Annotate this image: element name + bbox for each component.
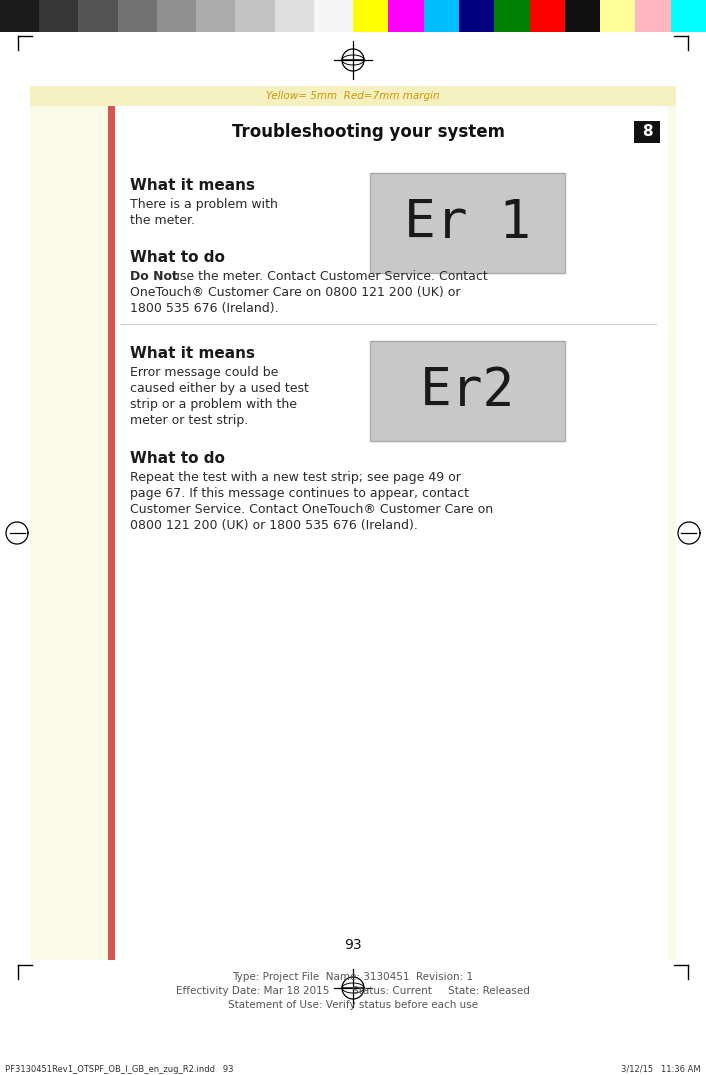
Text: PF3130451Rev1_OTSPF_OB_I_GB_en_zug_R2.indd   93: PF3130451Rev1_OTSPF_OB_I_GB_en_zug_R2.in… (5, 1065, 234, 1074)
Text: strip or a problem with the: strip or a problem with the (130, 398, 297, 411)
Bar (78, 0, 118, 32)
Bar (388, 0, 424, 32)
Text: Er 1: Er 1 (404, 197, 531, 249)
Bar (0, 0, 40, 32)
Text: Troubleshooting your system: Troubleshooting your system (232, 123, 505, 141)
Text: 93: 93 (345, 938, 361, 952)
Text: There is a problem with: There is a problem with (130, 198, 278, 211)
Text: use the meter. Contact Customer Service. Contact: use the meter. Contact Customer Service.… (168, 270, 488, 283)
Text: What it means: What it means (130, 346, 255, 361)
Bar (235, 0, 275, 32)
Text: caused either by a used test: caused either by a used test (130, 382, 309, 395)
Bar (530, 0, 565, 32)
Text: Do Not: Do Not (130, 270, 178, 283)
Bar (600, 0, 635, 32)
Text: 1800 535 676 (Ireland).: 1800 535 676 (Ireland). (130, 302, 279, 315)
Text: Customer Service. Contact OneTouch® Customer Care on: Customer Service. Contact OneTouch® Cust… (130, 503, 493, 516)
Text: OneTouch® Customer Care on 0800 121 200 (UK) or: OneTouch® Customer Care on 0800 121 200 … (130, 286, 460, 299)
Text: Yellow= 5mm  Red=7mm margin: Yellow= 5mm Red=7mm margin (266, 91, 440, 101)
Bar (459, 0, 494, 32)
Bar (40, 0, 78, 32)
Text: What to do: What to do (130, 452, 225, 465)
Text: Statement of Use: Verify status before each use: Statement of Use: Verify status before e… (228, 1000, 478, 1010)
Text: page 67. If this message continues to appear, contact: page 67. If this message continues to ap… (130, 487, 469, 500)
Bar (353, 0, 388, 32)
Text: What it means: What it means (130, 178, 255, 194)
Bar (634, 121, 660, 143)
Bar (157, 0, 196, 32)
Text: 3/12/15   11:36 AM: 3/12/15 11:36 AM (621, 1065, 701, 1074)
Bar (370, 173, 565, 273)
Text: meter or test strip.: meter or test strip. (130, 414, 249, 427)
Bar (30, 106, 676, 960)
Text: Type: Project File  Name: 3130451  Revision: 1: Type: Project File Name: 3130451 Revisio… (232, 972, 474, 981)
Bar (313, 0, 353, 32)
Bar (635, 0, 671, 32)
Bar (671, 0, 706, 32)
Text: Er2: Er2 (420, 366, 515, 417)
Text: Error message could be: Error message could be (130, 366, 278, 379)
Text: Effectivity Date: Mar 18 2015       Status: Current     State: Released: Effectivity Date: Mar 18 2015 Status: Cu… (176, 986, 530, 997)
Bar (565, 0, 600, 32)
Text: 8: 8 (642, 125, 652, 140)
Bar (494, 0, 530, 32)
Bar (370, 341, 565, 441)
Text: the meter.: the meter. (130, 214, 195, 227)
Bar (108, 106, 668, 960)
Bar (275, 0, 313, 32)
Bar (118, 0, 157, 32)
Text: Repeat the test with a new test strip; see page 49 or: Repeat the test with a new test strip; s… (130, 471, 461, 484)
Bar (108, 106, 115, 960)
Bar (30, 86, 676, 106)
Text: What to do: What to do (130, 250, 225, 266)
Text: 0800 121 200 (UK) or 1800 535 676 (Ireland).: 0800 121 200 (UK) or 1800 535 676 (Irela… (130, 519, 418, 532)
Bar (196, 0, 235, 32)
Bar (424, 0, 459, 32)
